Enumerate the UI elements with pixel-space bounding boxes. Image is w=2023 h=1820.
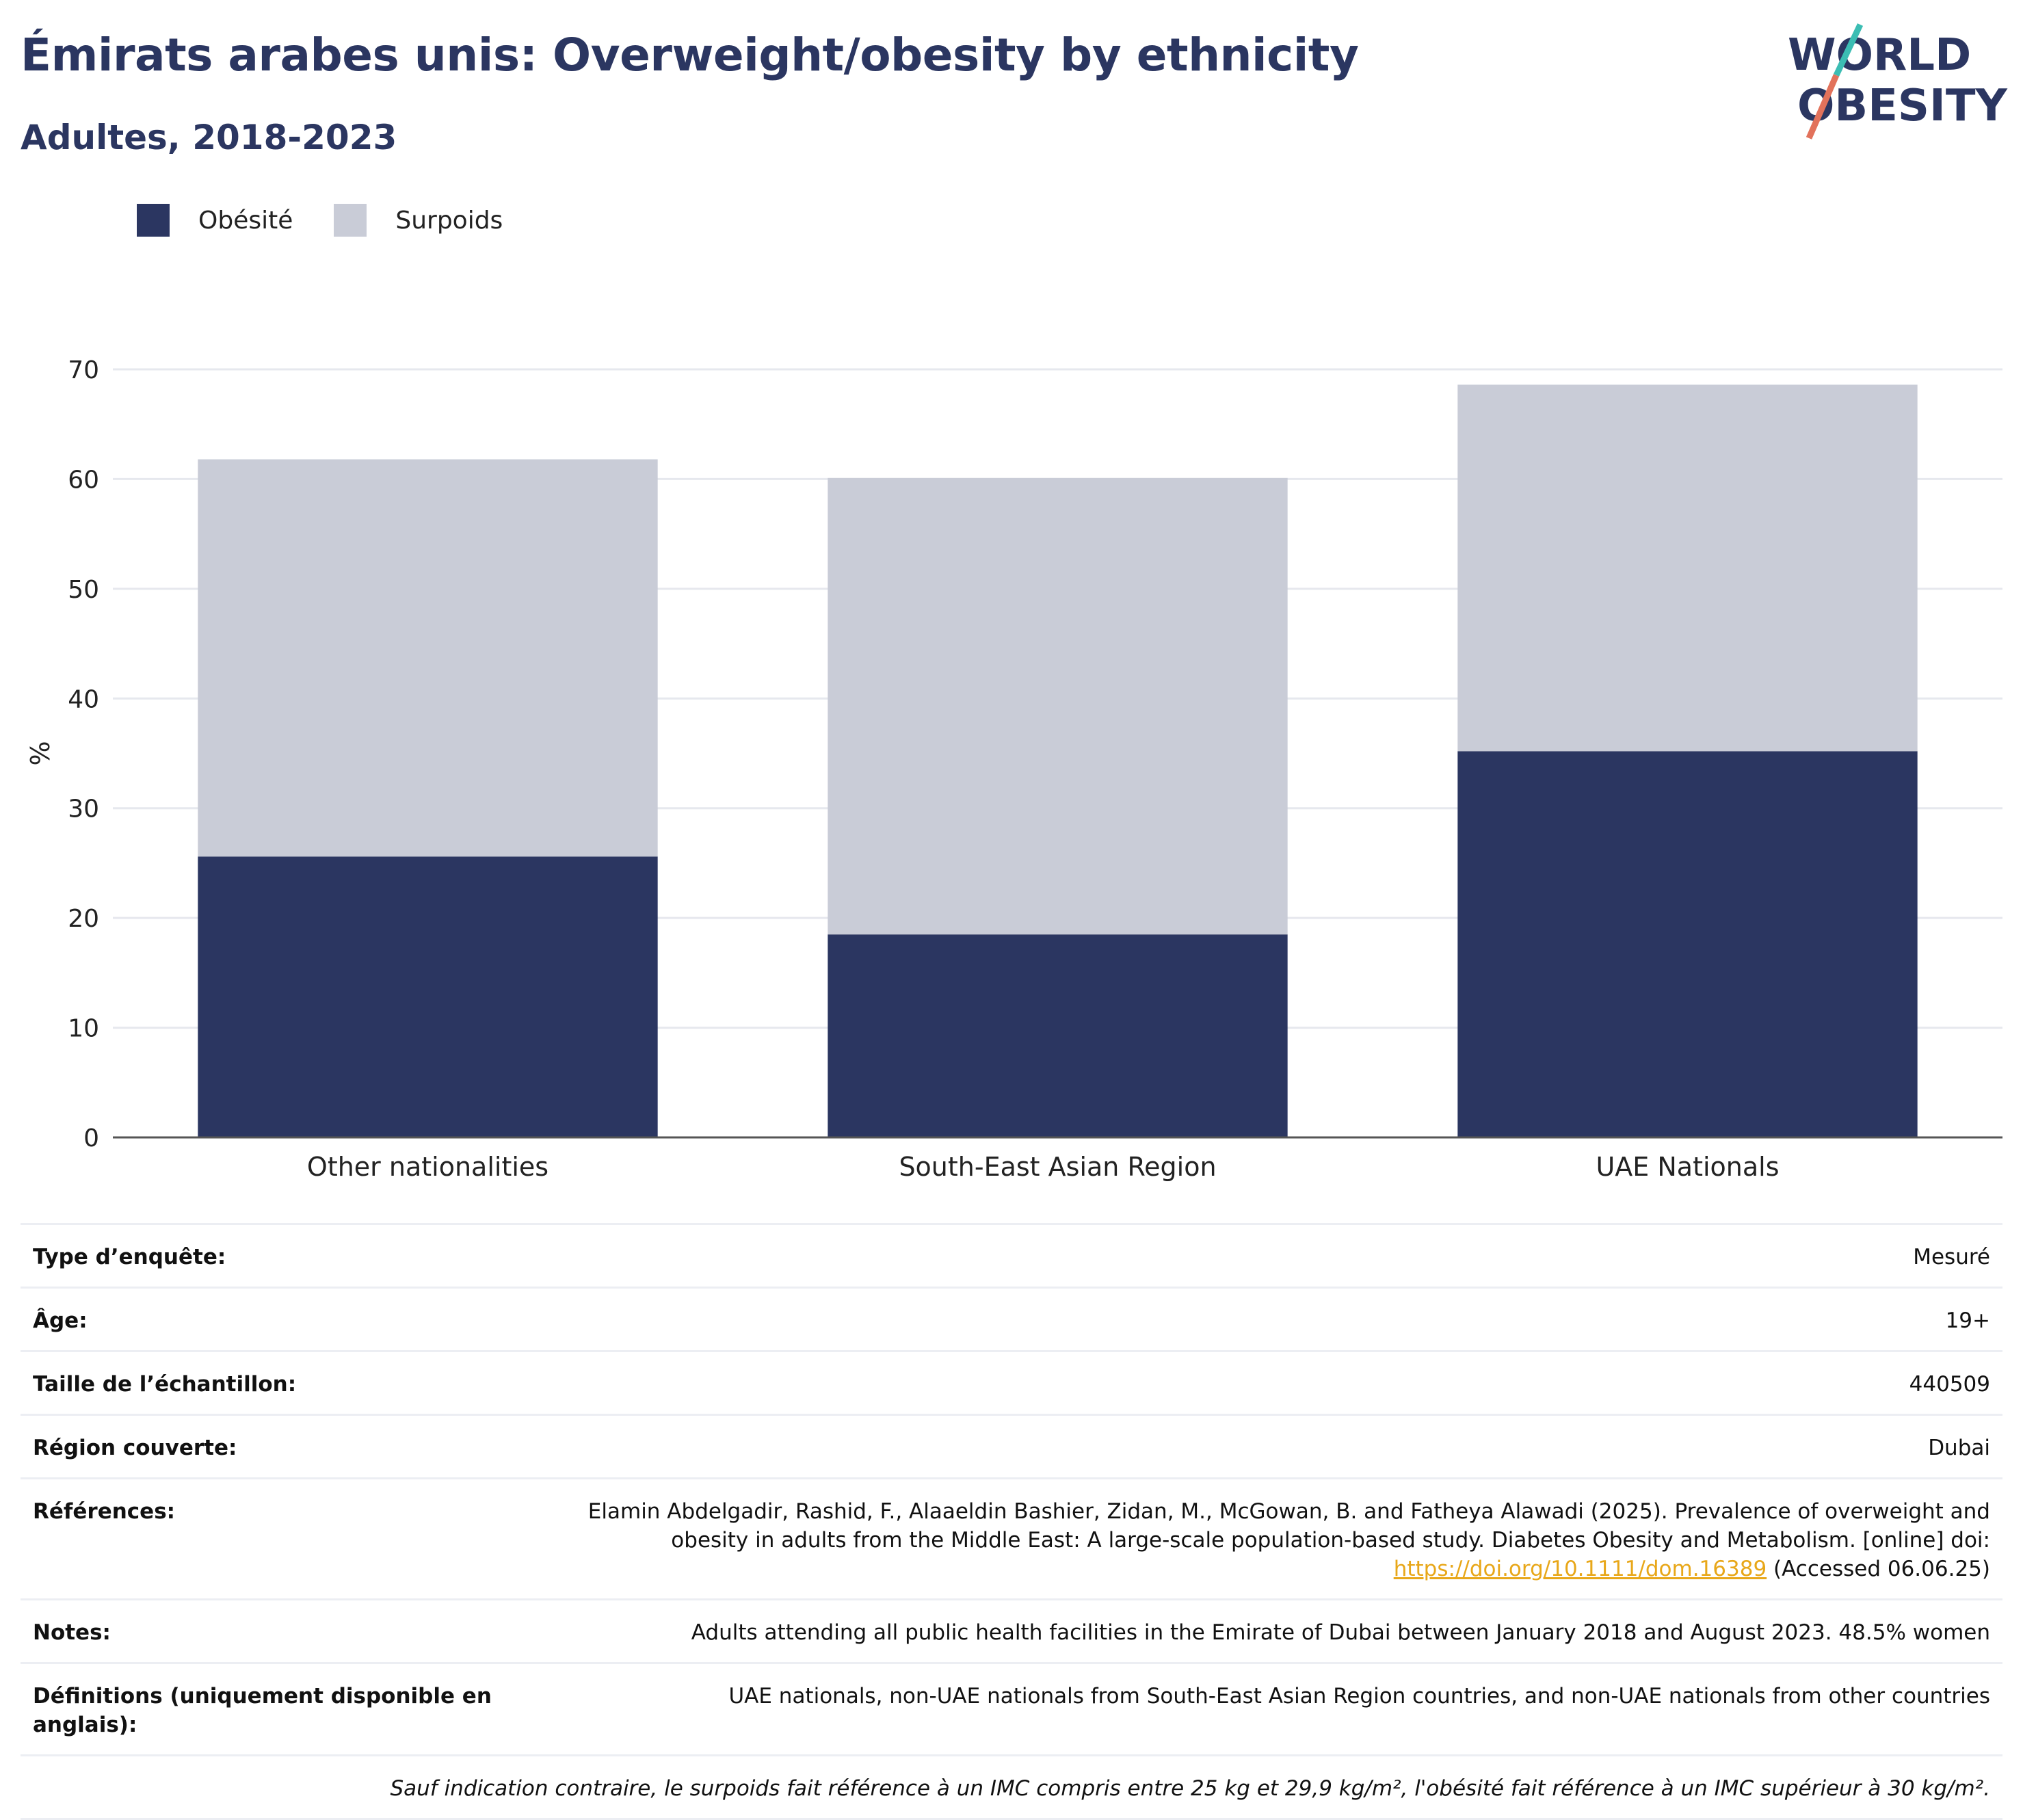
logo-slash-coral (1806, 74, 1840, 140)
y-axis-label: % (25, 741, 55, 765)
legend-item-overweight[interactable]: Surpoids (334, 204, 503, 237)
y-tick-label: 30 (68, 795, 99, 823)
legend-label-overweight: Surpoids (395, 206, 503, 235)
legend-swatch-obesity (137, 204, 170, 237)
x-tick-label: Other nationalities (307, 1152, 548, 1182)
chart-title: Émirats arabes unis: Overweight/obesity … (21, 29, 1359, 81)
y-tick-label: 40 (68, 685, 99, 713)
notes-value: Adults attending all public health facil… (691, 1620, 1990, 1645)
legend-item-obesity[interactable]: Obésité (137, 204, 293, 237)
details-row-region: Région couverte: Dubai (21, 1414, 2002, 1477)
y-tick-label: 10 (68, 1015, 99, 1043)
references-label: Références: (33, 1499, 176, 1524)
region-label: Région couverte: (33, 1436, 237, 1460)
x-tick-label: UAE Nationals (1596, 1152, 1779, 1182)
bar-segment-obesity[interactable] (198, 856, 658, 1137)
notes-label: Notes: (33, 1620, 111, 1645)
details-row-references: Références: Elamin Abdelgadir, Rashid, F… (21, 1477, 2002, 1598)
legend-label-obesity: Obésité (198, 206, 293, 235)
legend: Obésité Surpoids (137, 202, 544, 238)
details-table: Type d’enquête: Mesuré Âge: 19+ Taille d… (21, 1223, 2002, 1820)
survey-type-label: Type d’enquête: (33, 1245, 226, 1269)
sample-size-label: Taille de l’échantillon: (33, 1372, 297, 1397)
chart-subtitle: Adultes, 2018-2023 (21, 118, 397, 157)
y-tick-label: 70 (68, 356, 99, 384)
details-row-sample-size: Taille de l’échantillon: 440509 (21, 1350, 2002, 1414)
logo-slash-teal (1833, 23, 1864, 77)
y-tick-label: 60 (68, 466, 99, 494)
y-tick-label: 20 (68, 905, 99, 933)
references-accessed: (Accessed 06.06.25) (1773, 1557, 1990, 1581)
reference-doi-link[interactable]: https://doi.org/10.1111/dom.16389 (1393, 1557, 1767, 1581)
details-row-notes: Notes: Adults attending all public healt… (21, 1598, 2002, 1662)
age-label: Âge: (33, 1308, 88, 1333)
stacked-bar-chart: 0 10 20 30 40 50 60 70% Other nationalities South… (25, 356, 2002, 1182)
region-value: Dubai (1928, 1436, 1990, 1460)
bar-segment-overweight[interactable] (198, 459, 658, 857)
details-row-definitions: Définitions (uniquement disponible en an… (21, 1662, 2002, 1754)
details-row-age: Âge: 19+ (21, 1287, 2002, 1350)
legend-swatch-overweight (334, 204, 367, 237)
world-obesity-logo: WORLD OBESITY (1788, 23, 2007, 140)
bar-segment-overweight[interactable] (1457, 384, 1918, 752)
y-tick-label: 50 (68, 576, 99, 604)
references-text: Elamin Abdelgadir, Rashid, F., Alaaeldin… (587, 1499, 1990, 1553)
x-tick-label: South-East Asian Region (899, 1152, 1216, 1182)
definitions-label: Définitions (uniquement disponible en an… (33, 1684, 492, 1737)
footnote-text: Sauf indication contraire, le surpoids f… (390, 1776, 1990, 1801)
details-row-survey-type: Type d’enquête: Mesuré (21, 1223, 2002, 1287)
bar-segment-overweight[interactable] (828, 477, 1288, 935)
definitions-value: UAE nationals, non-UAE nationals from So… (728, 1684, 1990, 1709)
bar-segment-obesity[interactable] (828, 934, 1288, 1137)
references-value: Elamin Abdelgadir, Rashid, F., Alaaeldin… (512, 1497, 1990, 1583)
sample-size-value: 440509 (1909, 1372, 1990, 1397)
details-row-footnote: Sauf indication contraire, le surpoids f… (21, 1754, 2002, 1820)
logo-text-line1: WORLD (1788, 30, 1971, 81)
bar-segment-obesity[interactable] (1457, 751, 1918, 1137)
survey-type-value: Mesuré (1913, 1245, 1990, 1269)
age-value: 19+ (1945, 1308, 1990, 1333)
y-tick-label: 0 (83, 1124, 99, 1152)
